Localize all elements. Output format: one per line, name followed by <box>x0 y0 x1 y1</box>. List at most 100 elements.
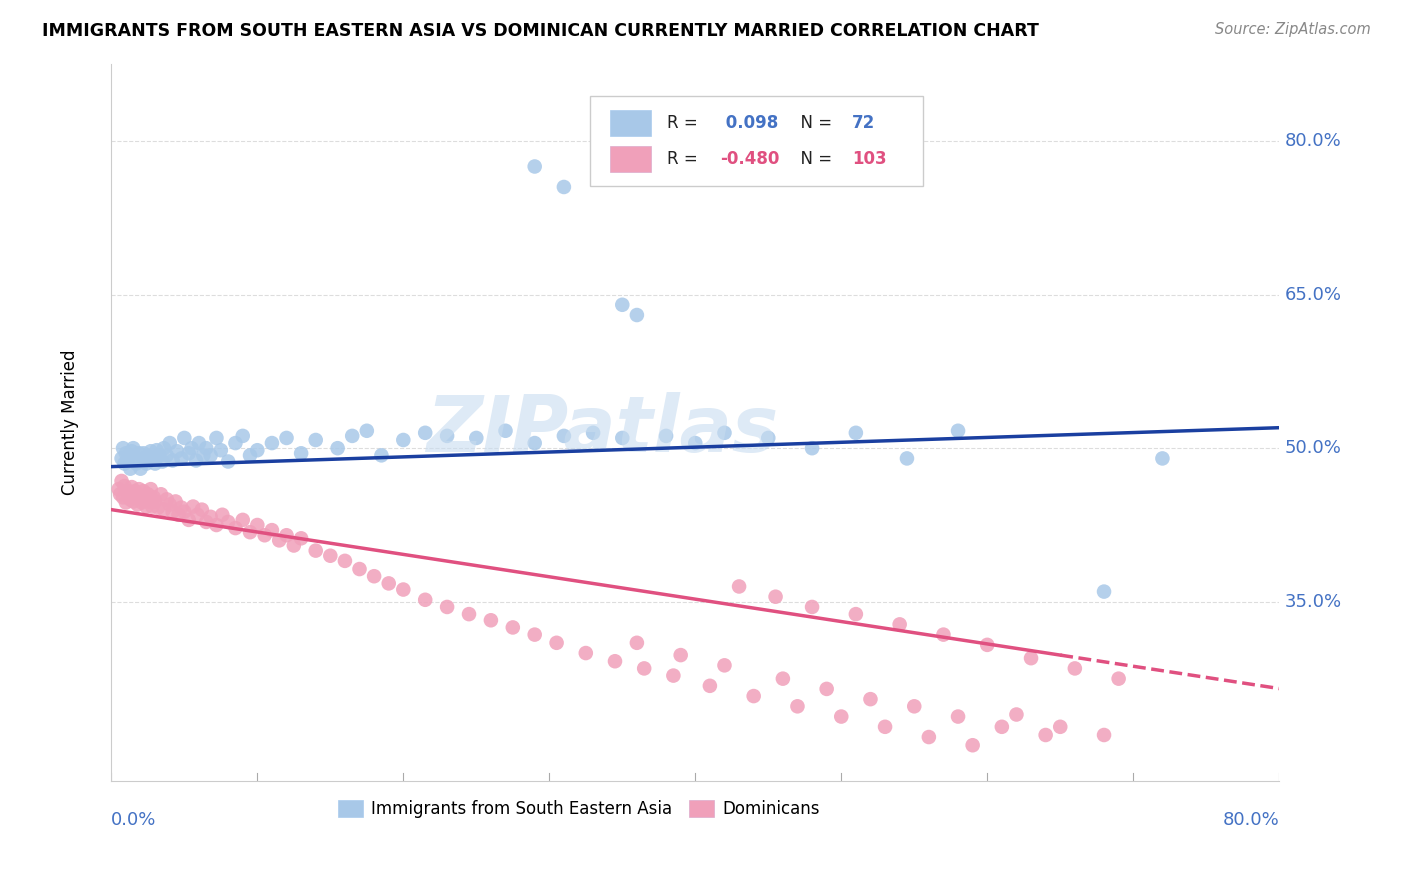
Text: 0.0%: 0.0% <box>111 811 156 830</box>
Text: Source: ZipAtlas.com: Source: ZipAtlas.com <box>1215 22 1371 37</box>
Point <box>392 582 415 597</box>
Point <box>333 554 356 568</box>
Point <box>114 479 136 493</box>
Point <box>349 562 371 576</box>
Point <box>1005 707 1028 722</box>
Point <box>1092 728 1115 742</box>
Point <box>129 489 152 503</box>
Text: 72: 72 <box>852 114 875 132</box>
Point <box>765 590 787 604</box>
Point <box>112 491 135 505</box>
Point <box>903 699 925 714</box>
Point <box>713 425 735 440</box>
Point <box>121 444 143 458</box>
Point <box>115 446 138 460</box>
Point <box>1035 728 1057 742</box>
Point <box>187 436 209 450</box>
Point <box>217 515 239 529</box>
Point <box>260 523 283 537</box>
Point <box>742 689 765 703</box>
Point <box>138 453 160 467</box>
Point <box>177 513 200 527</box>
Point <box>141 500 163 514</box>
Point <box>523 627 546 641</box>
Point <box>713 658 735 673</box>
Point <box>612 298 634 312</box>
Point <box>699 679 721 693</box>
Text: R =: R = <box>668 150 703 169</box>
Point <box>633 661 655 675</box>
Point <box>148 448 170 462</box>
Point <box>655 429 678 443</box>
Point <box>626 636 648 650</box>
Point <box>305 433 328 447</box>
Point <box>662 668 685 682</box>
Point <box>845 607 868 621</box>
Point <box>465 431 488 445</box>
Point <box>205 518 228 533</box>
Point <box>177 446 200 460</box>
Point <box>181 500 204 514</box>
Point <box>290 532 312 546</box>
Point <box>523 436 546 450</box>
Point <box>976 638 998 652</box>
Point <box>458 607 481 621</box>
Point <box>211 508 233 522</box>
Point <box>128 482 150 496</box>
Point <box>1063 661 1085 675</box>
Point <box>135 500 157 514</box>
Point <box>239 448 262 462</box>
Point <box>1049 720 1071 734</box>
Point <box>363 569 385 583</box>
Point <box>246 518 269 533</box>
Text: ZIPatlas: ZIPatlas <box>426 392 778 467</box>
Point <box>575 646 598 660</box>
Point <box>136 450 159 464</box>
Point <box>495 424 517 438</box>
Point <box>159 498 181 512</box>
Point <box>553 429 575 443</box>
Point <box>553 180 575 194</box>
Point <box>118 448 141 462</box>
Point <box>276 431 298 445</box>
Point <box>114 457 136 471</box>
Point <box>195 441 218 455</box>
Point <box>117 484 139 499</box>
Point <box>153 441 176 455</box>
Point <box>200 509 222 524</box>
Point <box>132 484 155 499</box>
Text: -0.480: -0.480 <box>720 150 779 169</box>
Point <box>107 482 129 496</box>
Point <box>356 424 378 438</box>
Point <box>110 451 132 466</box>
Point <box>121 480 143 494</box>
Point <box>946 709 969 723</box>
Point <box>136 487 159 501</box>
Point <box>142 451 165 466</box>
Point <box>143 457 166 471</box>
Point <box>269 533 291 548</box>
Point <box>115 495 138 509</box>
Text: 80.0%: 80.0% <box>1222 811 1279 830</box>
Point <box>139 444 162 458</box>
Point <box>180 441 202 455</box>
Point <box>117 453 139 467</box>
Point <box>685 436 707 450</box>
Point <box>127 451 149 466</box>
Point <box>946 424 969 438</box>
Point <box>134 492 156 507</box>
Point <box>166 444 188 458</box>
Point <box>756 431 779 445</box>
Point <box>170 451 193 466</box>
Point <box>195 515 218 529</box>
FancyBboxPatch shape <box>591 96 922 186</box>
Point <box>120 461 142 475</box>
Text: 0.098: 0.098 <box>720 114 778 132</box>
Point <box>122 494 145 508</box>
Point <box>801 441 824 455</box>
Point <box>129 461 152 475</box>
Text: 80.0%: 80.0% <box>1285 132 1341 150</box>
Point <box>122 441 145 455</box>
Point <box>156 492 179 507</box>
Point <box>191 502 214 516</box>
